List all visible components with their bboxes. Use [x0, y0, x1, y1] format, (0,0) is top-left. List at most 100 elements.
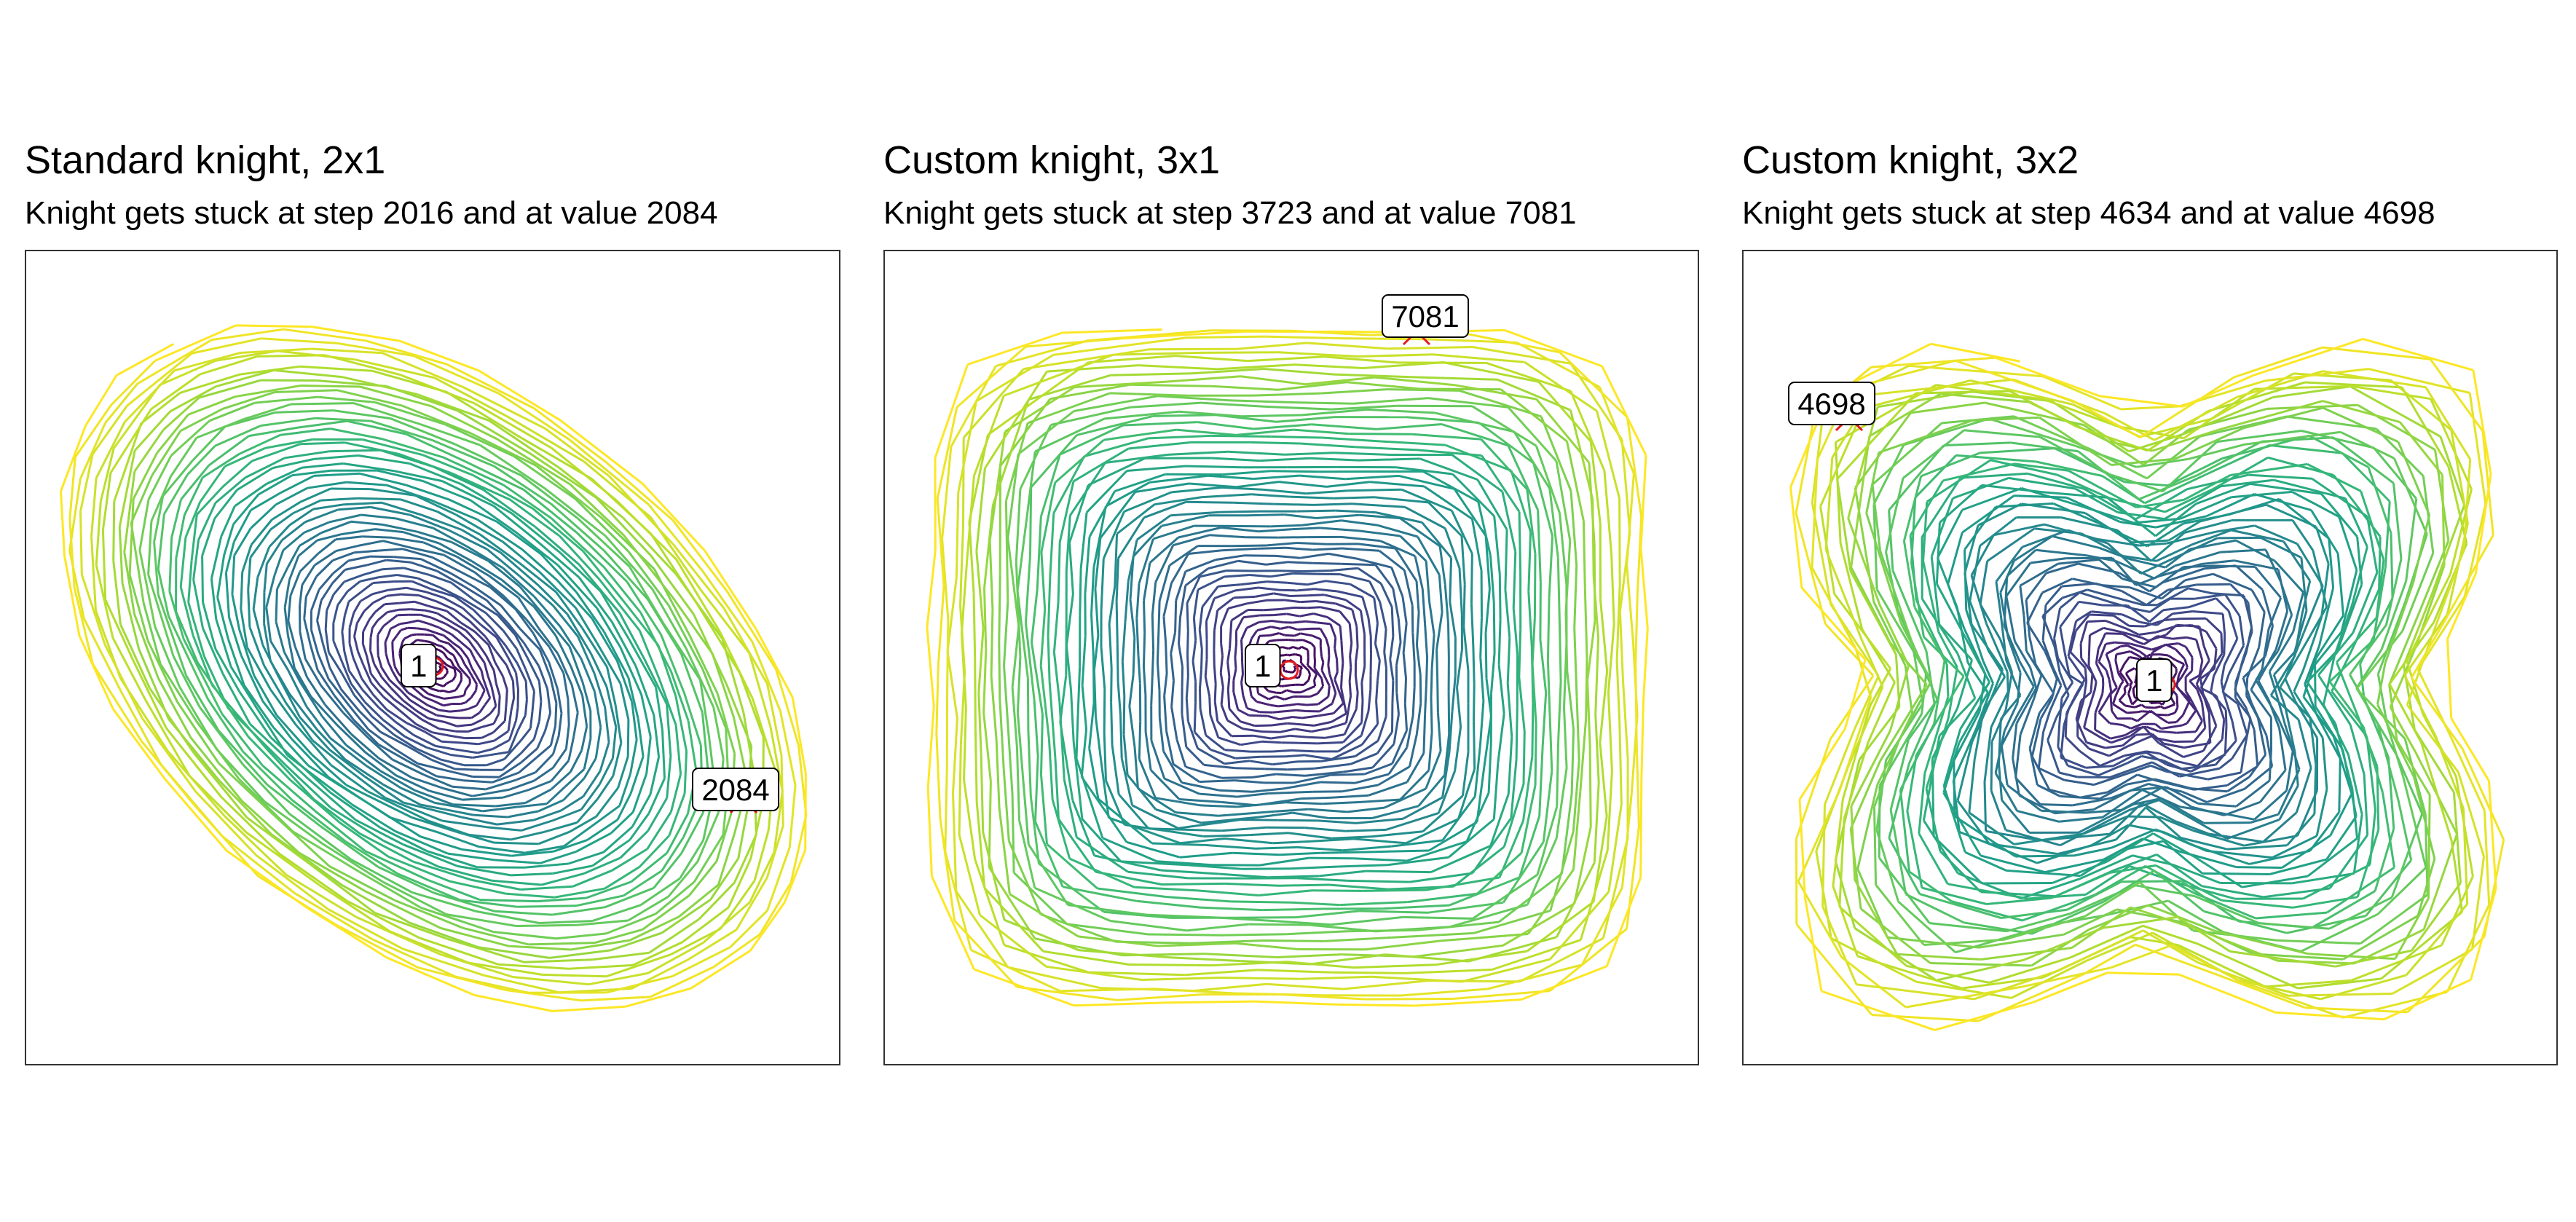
path-segment — [1132, 637, 1136, 675]
path-segment — [575, 607, 598, 644]
path-segment — [2307, 463, 2362, 492]
path-segment — [2321, 737, 2328, 789]
path-segment — [574, 497, 629, 553]
path-segment — [1170, 680, 1175, 707]
path-segment — [1980, 947, 2073, 961]
path-segment — [1375, 680, 1379, 701]
path-segment — [1288, 832, 1332, 840]
path-segment — [1569, 409, 1594, 500]
path-segment — [1425, 876, 1500, 891]
path-segment — [1325, 638, 1330, 647]
path-segment — [300, 441, 345, 446]
path-segment — [2273, 651, 2296, 676]
path-segment — [1360, 711, 1370, 736]
path-segment — [1307, 606, 1321, 610]
path-segment — [2146, 435, 2201, 480]
path-segment — [363, 701, 384, 721]
path-segment — [631, 701, 638, 741]
path-segment — [1328, 722, 1347, 730]
path-segment — [342, 884, 411, 924]
path-segment — [240, 572, 244, 610]
path-segment — [2335, 949, 2412, 968]
path-segment — [1572, 760, 1580, 832]
path-segment — [2154, 705, 2162, 709]
path-segment — [546, 688, 552, 714]
path-segment — [473, 609, 492, 628]
path-segment — [2027, 472, 2085, 490]
path-segment — [646, 811, 672, 850]
path-segment — [1327, 647, 1331, 656]
path-segment — [2209, 653, 2224, 673]
path-segment — [2023, 926, 2103, 961]
path-segment — [2083, 710, 2089, 728]
path-segment — [2274, 560, 2304, 594]
path-segment — [436, 695, 445, 700]
path-segment — [414, 600, 430, 607]
path-segment — [2162, 840, 2203, 875]
path-segment — [1340, 687, 1347, 714]
path-segment — [1015, 561, 1022, 658]
path-segment — [1114, 473, 1166, 492]
path-segment — [2190, 753, 2226, 773]
path-segment — [1879, 550, 1914, 644]
path-segment — [1424, 623, 1429, 658]
path-segment — [1235, 617, 1245, 631]
path-segment — [503, 789, 529, 799]
path-segment — [1847, 686, 1884, 767]
path-segment — [377, 611, 388, 622]
path-segment — [2068, 683, 2084, 710]
path-segment — [2264, 549, 2282, 582]
path-segment — [1918, 832, 1949, 885]
path-segment — [1269, 639, 1277, 642]
path-segment — [1414, 944, 1503, 958]
path-segment — [2099, 783, 2128, 800]
path-segment — [926, 787, 933, 877]
path-segment — [1979, 603, 2002, 640]
path-segment — [1795, 414, 1816, 513]
path-segment — [1425, 658, 1429, 685]
path-segment — [492, 505, 537, 541]
path-segment — [1838, 819, 1846, 907]
path-segment — [2248, 473, 2312, 480]
path-segment — [297, 539, 318, 557]
path-segment — [606, 666, 617, 706]
path-segment — [1095, 717, 1103, 761]
path-segment — [1154, 496, 1202, 506]
path-segment — [1355, 626, 1359, 647]
path-segment — [2098, 711, 2111, 725]
path-segment — [1342, 547, 1380, 552]
path-segment — [2127, 815, 2160, 819]
path-segment — [979, 914, 1047, 968]
path-segment — [483, 662, 489, 677]
path-segment — [462, 848, 512, 857]
path-segment — [1401, 596, 1408, 624]
path-segment — [1374, 643, 1381, 661]
path-segment — [1148, 933, 1221, 937]
path-segment — [1301, 714, 1319, 720]
path-segment — [2066, 880, 2122, 911]
path-segment — [2277, 614, 2293, 652]
path-segment — [284, 450, 330, 460]
path-segment — [1320, 678, 1325, 687]
path-segment — [1189, 482, 1237, 489]
path-segment — [444, 667, 449, 671]
path-segment — [955, 890, 1009, 968]
path-segment — [1255, 592, 1275, 598]
path-segment — [2001, 799, 2031, 834]
path-segment — [507, 656, 517, 674]
path-segment — [1076, 836, 1129, 873]
path-segment — [390, 687, 404, 701]
path-segment — [2087, 619, 2106, 623]
path-segment — [2380, 580, 2408, 650]
path-segment — [1376, 716, 1387, 741]
path-segment — [2122, 633, 2137, 642]
path-segment — [1798, 799, 1806, 898]
path-segment — [1443, 583, 1449, 623]
path-segment — [2182, 693, 2197, 711]
path-segment — [1394, 548, 1418, 582]
path-segment — [2203, 910, 2288, 934]
path-segment — [494, 730, 509, 742]
path-segment — [1428, 821, 1478, 852]
path-segment — [1515, 706, 1519, 760]
path-segment — [748, 653, 772, 727]
